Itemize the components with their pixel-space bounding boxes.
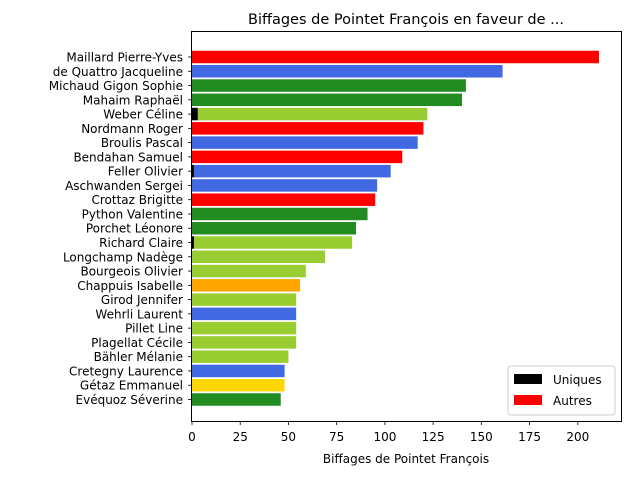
- category-label: Cretegny Laurence: [69, 364, 183, 378]
- category-label: Chappuis Isabelle: [77, 279, 183, 293]
- legend-swatch: [514, 395, 542, 405]
- bar-autres: [192, 193, 376, 206]
- bar-uniques: [192, 236, 194, 249]
- bar-autres: [192, 350, 289, 363]
- bar-autres: [192, 93, 463, 107]
- chart-title: Biffages de Pointet François en faveur d…: [248, 12, 564, 28]
- bar-autres: [192, 378, 285, 392]
- category-label: Aschwanden Sergei: [65, 179, 183, 193]
- bar-autres: [192, 250, 326, 264]
- bar-autres: [192, 321, 297, 335]
- bar-autres: [197, 107, 428, 121]
- category-label: Feller Olivier: [108, 165, 183, 179]
- bar-autres: [192, 293, 297, 306]
- category-label: Mahaim Raphaël: [83, 93, 183, 107]
- x-tick-label: 25: [233, 430, 248, 444]
- bar-autres: [192, 221, 356, 235]
- category-label: Bourgeois Olivier: [80, 265, 183, 279]
- category-label: Bähler Mélanie: [94, 350, 183, 364]
- bar-autres: [192, 364, 285, 378]
- category-label: Weber Céline: [103, 108, 183, 122]
- category-label: Girod Jennifer: [101, 293, 183, 307]
- x-tick-label: 50: [281, 430, 296, 444]
- x-tick-label: 75: [329, 430, 344, 444]
- category-label: Gétaz Emmanuel: [80, 379, 183, 393]
- legend: Uniques Autres: [507, 365, 616, 416]
- bar-autres: [192, 336, 297, 349]
- legend-label: Autres: [553, 394, 592, 408]
- category-label: Evéquoz Séverine: [76, 393, 183, 407]
- x-axis-ticks: 0 25 50 75 100 125 150 175 200: [188, 421, 589, 444]
- bar-autres: [193, 164, 391, 178]
- bar-autres: [192, 122, 424, 135]
- bar-autres: [193, 236, 353, 249]
- bar-autres: [192, 79, 466, 92]
- category-label: Longchamp Nadège: [63, 250, 183, 264]
- x-axis-label: Biffages de Pointet François: [323, 452, 489, 466]
- bar-uniques: [192, 107, 198, 121]
- x-tick-label: 125: [422, 430, 445, 444]
- category-label: Bendahan Samuel: [73, 150, 183, 164]
- category-label: Nordmann Roger: [81, 122, 183, 136]
- bar-autres: [192, 207, 368, 221]
- bar-autres: [192, 264, 306, 278]
- category-label: Wehrli Laurent: [95, 307, 183, 321]
- plot-frame: [191, 31, 622, 422]
- x-tick-label: 0: [188, 430, 196, 444]
- bar-autres: [192, 150, 403, 164]
- x-tick-label: 100: [373, 430, 396, 444]
- category-label: de Quattro Jacqueline: [53, 65, 183, 79]
- x-tick-label: 200: [566, 430, 589, 444]
- bar-autres: [192, 50, 600, 64]
- bar-autres: [192, 179, 378, 192]
- category-label: Crottaz Brigitte: [91, 193, 183, 207]
- category-label: Plagellat Cécile: [91, 336, 183, 350]
- category-label: Michaud Gigon Sophie: [49, 79, 183, 93]
- category-label: Porchet Léonore: [86, 222, 183, 236]
- x-tick-label: 175: [518, 430, 541, 444]
- bar-autres: [192, 136, 418, 149]
- category-label: Broulis Pascal: [101, 136, 183, 150]
- category-label: Python Valentine: [82, 207, 183, 221]
- bar-autres: [192, 279, 301, 292]
- category-label: Pillet Line: [125, 322, 183, 336]
- bar-autres: [192, 307, 297, 321]
- legend-label: Uniques: [553, 373, 602, 387]
- bar-autres: [192, 393, 281, 406]
- category-label: Richard Claire: [99, 236, 183, 250]
- category-label: Maillard Pierre-Yves: [66, 51, 183, 65]
- x-tick-label: 150: [470, 430, 493, 444]
- bar-uniques: [192, 164, 194, 178]
- bar-autres: [192, 65, 503, 78]
- legend-swatch: [514, 374, 542, 384]
- bars-group: [192, 50, 600, 406]
